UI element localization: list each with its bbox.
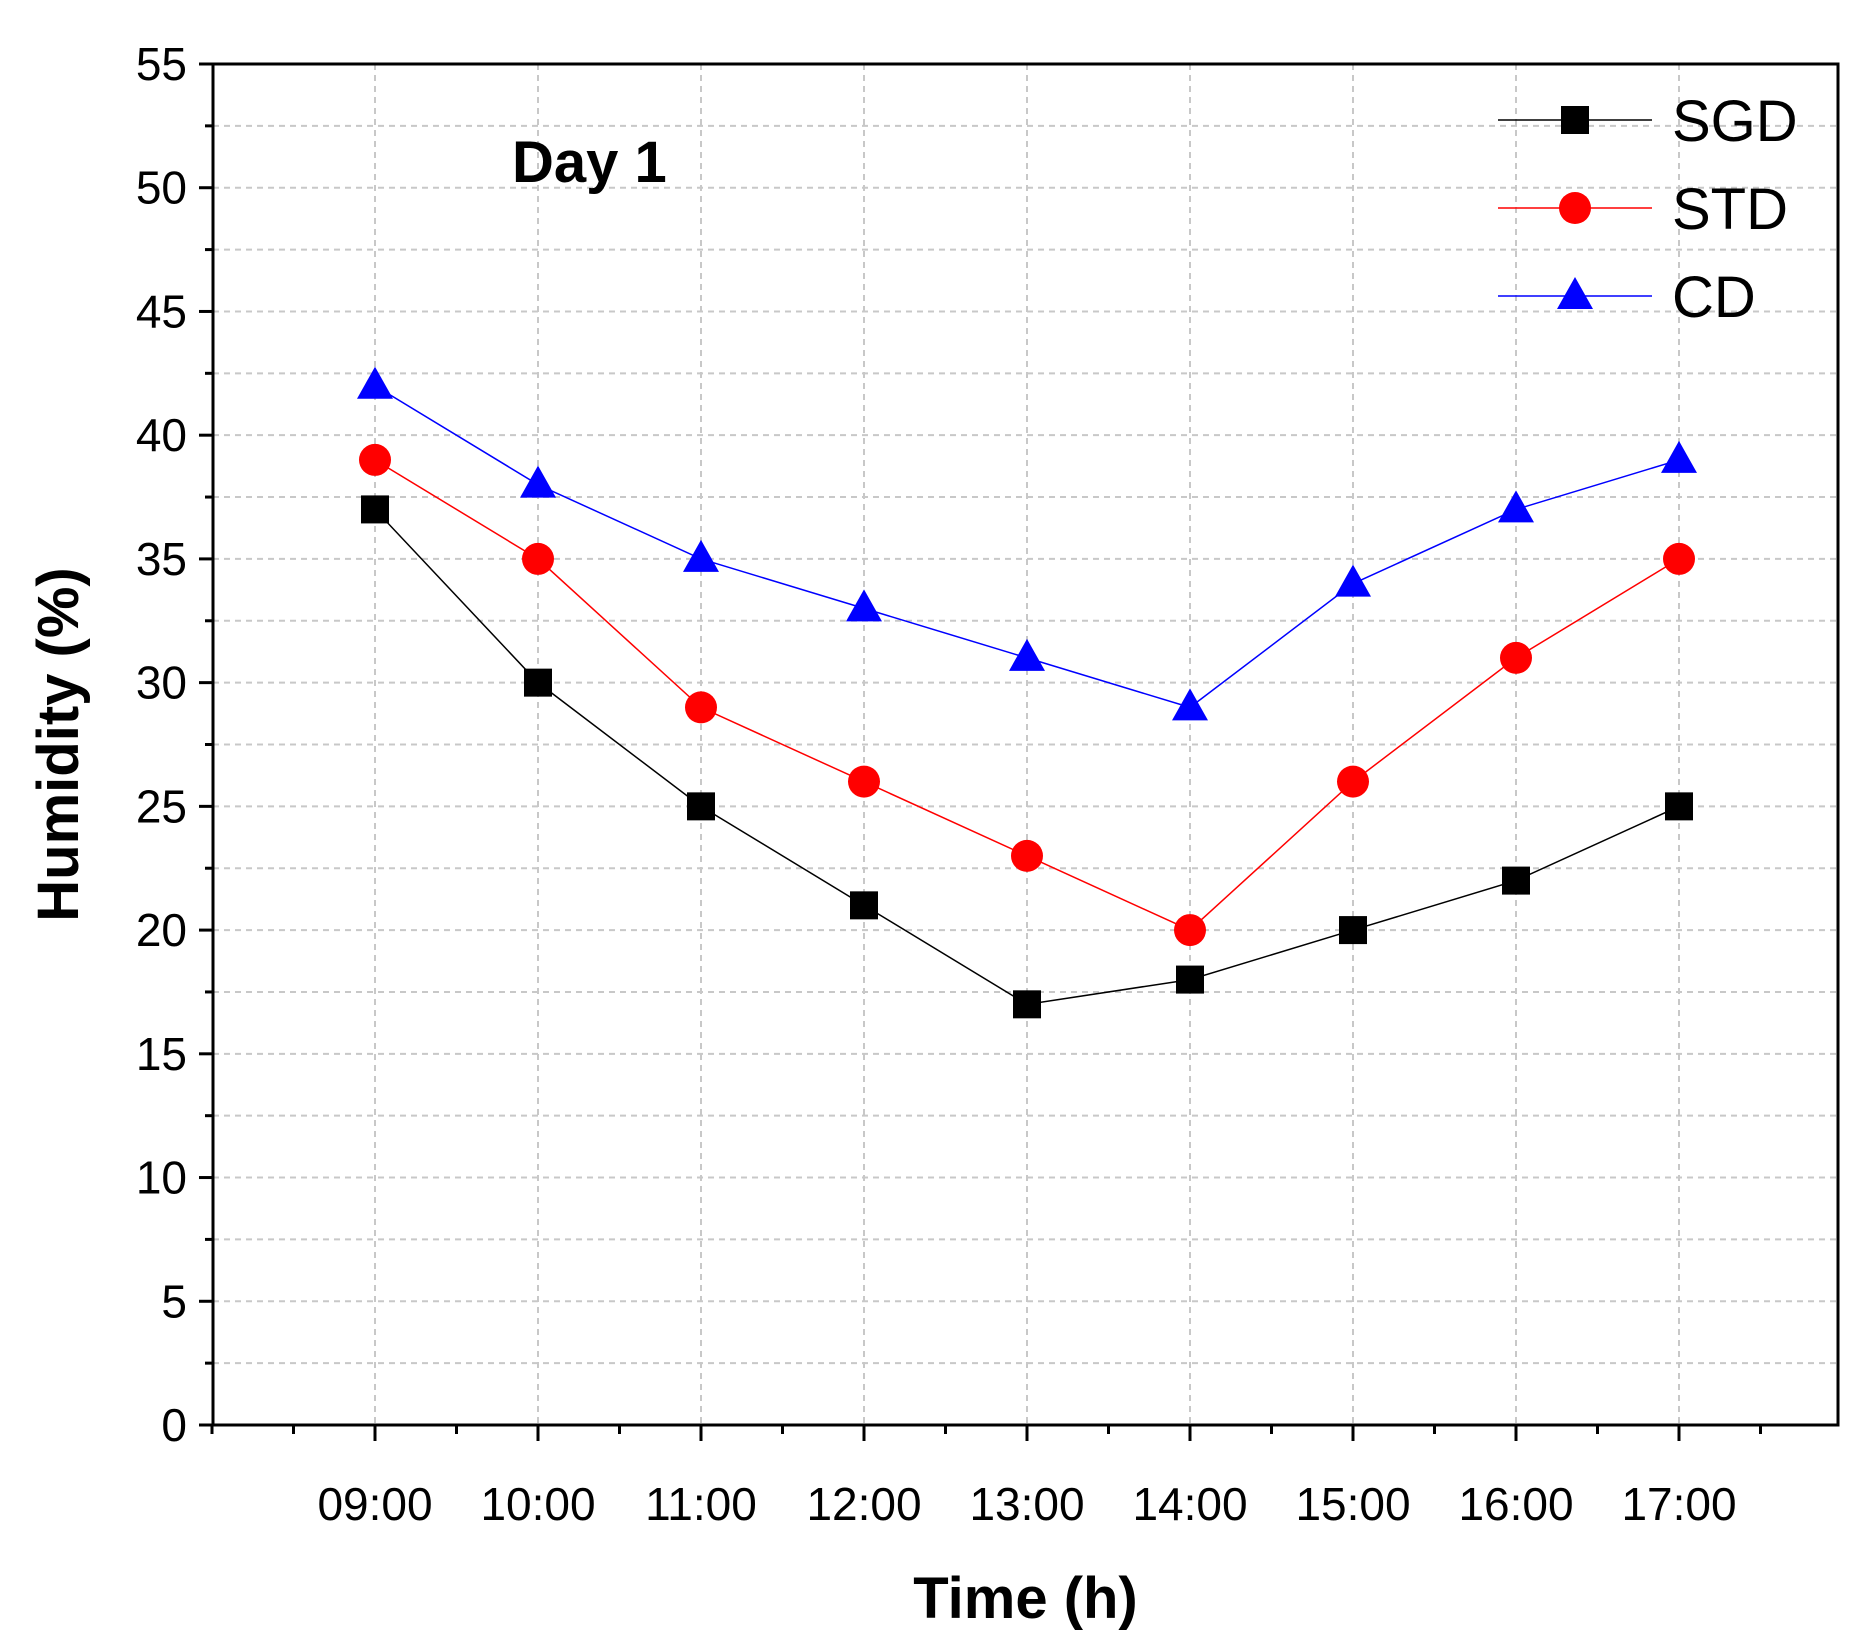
y-tick-label: 15: [136, 1028, 187, 1080]
data-point-sgd: [361, 495, 389, 524]
data-point-cd: [520, 465, 556, 498]
x-tick-label: 17:00: [1621, 1478, 1736, 1530]
data-point-sgd: [1176, 965, 1204, 994]
y-tick-label: 55: [136, 38, 187, 90]
y-tick-label: 45: [136, 285, 187, 337]
series-cd: [357, 366, 1697, 721]
data-point-std: [848, 765, 880, 798]
y-tick-label: 30: [136, 657, 187, 709]
data-point-cd: [1172, 688, 1208, 721]
data-point-cd: [1661, 440, 1697, 473]
y-tick-label: 20: [136, 904, 187, 956]
x-tick-label: 11:00: [645, 1478, 757, 1530]
legend: SGD STD CD: [1498, 89, 1798, 330]
x-axis-title: Time (h): [913, 1566, 1138, 1631]
legend-marker: [1561, 106, 1589, 134]
x-tick-label: 10:00: [480, 1478, 595, 1530]
data-point-cd: [1009, 638, 1045, 671]
data-point-std: [359, 443, 391, 476]
data-point-std: [522, 542, 554, 575]
axes: 0 5 10 15 20 25 30 35 40 45 50 55 09:00 10:00 11:00 12:…: [136, 38, 1840, 1530]
data-point-sgd: [1339, 916, 1367, 945]
data-point-sgd: [850, 891, 878, 920]
legend-marker: [1557, 277, 1593, 309]
data-point-sgd: [1665, 792, 1693, 821]
legend-label: SGD: [1672, 89, 1798, 154]
data-point-sgd: [524, 668, 552, 697]
x-tick-label: 16:00: [1458, 1478, 1573, 1530]
x-tick-label: 12:00: [806, 1478, 921, 1530]
legend-label: STD: [1672, 177, 1788, 242]
series-layer: [357, 366, 1697, 1019]
data-point-cd: [846, 589, 882, 622]
data-point-cd: [357, 366, 393, 399]
y-tick-label: 0: [161, 1399, 187, 1451]
y-tick-label: 5: [161, 1275, 187, 1327]
y-tick-label: 40: [136, 409, 187, 461]
data-point-cd: [1335, 564, 1371, 597]
data-point-std: [685, 691, 717, 724]
x-tick-label: 15:00: [1295, 1478, 1410, 1530]
y-tick-label: 50: [136, 162, 187, 214]
y-tick-label: 25: [136, 780, 187, 832]
data-point-sgd: [1502, 866, 1530, 895]
data-point-sgd: [687, 792, 715, 821]
y-tick-label: 35: [136, 533, 187, 585]
y-tick-label: 10: [136, 1152, 187, 1204]
x-tick-label: 14:00: [1132, 1478, 1247, 1530]
data-point-std: [1011, 839, 1043, 872]
y-axis-title: Humidity (%): [26, 567, 91, 921]
series-sgd: [361, 495, 1693, 1019]
data-point-sgd: [1013, 990, 1041, 1019]
legend-item-sgd: SGD: [1498, 89, 1798, 154]
legend-label: CD: [1672, 265, 1756, 330]
data-point-cd: [1498, 490, 1534, 523]
data-point-cd: [683, 539, 719, 572]
chart-annotation: Day 1: [512, 130, 667, 195]
series-std: [359, 443, 1695, 947]
legend-item-std: STD: [1498, 177, 1788, 242]
data-point-std: [1663, 542, 1695, 575]
data-point-std: [1500, 641, 1532, 674]
data-point-std: [1174, 914, 1206, 947]
legend-marker: [1559, 192, 1591, 224]
legend-item-cd: CD: [1498, 265, 1756, 330]
x-tick-label: 13:00: [969, 1478, 1084, 1530]
data-point-std: [1337, 765, 1369, 798]
x-tick-label: 09:00: [317, 1478, 432, 1530]
grid-lines: [213, 63, 1838, 1425]
